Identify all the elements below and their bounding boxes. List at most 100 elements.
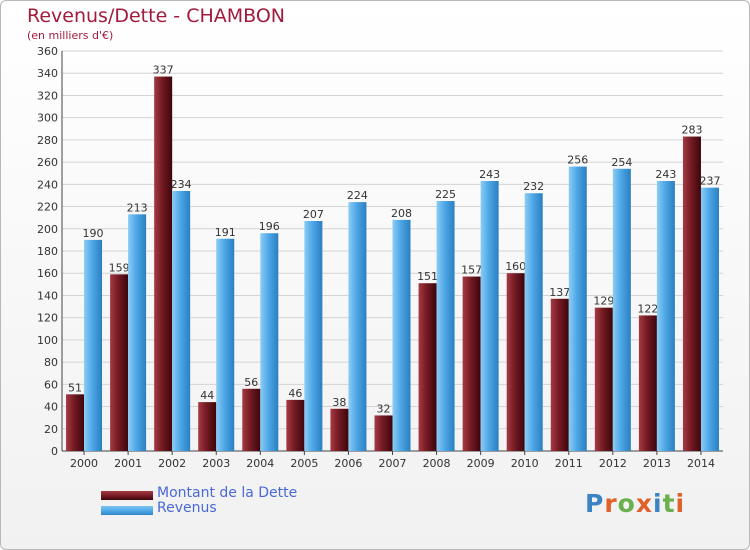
bar-revenue-2014 (700, 187, 719, 451)
proxiti-logo: Proxiti (585, 489, 686, 518)
x-tick-label: 2012 (599, 457, 627, 470)
y-tick-label: 360 (37, 45, 58, 58)
data-label-debt-2014: 283 (681, 124, 702, 137)
bar-debt-2006 (330, 408, 349, 451)
data-label-debt-2005: 46 (288, 387, 302, 400)
x-tick-label: 2005 (290, 457, 318, 470)
bar-revenue-2001 (128, 214, 147, 451)
x-tick-label: 2004 (246, 457, 274, 470)
bar-revenue-2007 (392, 219, 411, 451)
legend-swatch-revenus (101, 506, 153, 515)
data-label-debt-2002: 337 (153, 64, 174, 77)
bar-revenue-2006 (348, 202, 367, 451)
bar-debt-2000 (66, 394, 85, 451)
data-label-debt-2004: 56 (244, 376, 258, 389)
x-tick-label: 2009 (467, 457, 495, 470)
data-label-debt-2007: 32 (377, 402, 391, 415)
bar-debt-2010 (506, 273, 525, 451)
chart-title: Revenus/Dette - CHAMBON (27, 5, 286, 27)
x-tick-label: 2006 (334, 457, 362, 470)
x-tick-label: 2007 (379, 457, 407, 470)
data-label-revenue-2004: 196 (259, 220, 280, 233)
y-tick-label: 200 (37, 223, 58, 236)
x-tick-label: 2011 (555, 457, 583, 470)
data-label-revenue-2008: 225 (435, 188, 456, 201)
y-tick-label: 300 (37, 112, 58, 125)
bar-debt-2007 (374, 415, 393, 451)
y-tick-label: 280 (37, 134, 58, 147)
legend-label-revenus: Revenus (157, 500, 217, 516)
bar-revenue-2012 (612, 168, 631, 451)
x-tick-label: 2002 (158, 457, 186, 470)
y-tick-label: 160 (37, 267, 58, 280)
bar-debt-2013 (638, 315, 657, 451)
data-label-debt-2006: 38 (332, 396, 346, 409)
bar-revenue-2002 (172, 191, 191, 451)
x-tick-label: 2000 (70, 457, 98, 470)
y-tick-label: 320 (37, 89, 58, 102)
y-tick-label: 140 (37, 289, 58, 302)
bar-revenue-2009 (480, 181, 499, 451)
bar-revenue-2004 (260, 233, 279, 451)
bar-debt-2001 (110, 274, 129, 451)
y-tick-label: 60 (44, 378, 58, 391)
y-tick-label: 220 (37, 201, 58, 214)
bar-revenue-2010 (524, 193, 543, 451)
legend-label-dette: Montant de la Dette (157, 485, 298, 501)
x-tick-label: 2008 (423, 457, 451, 470)
y-tick-label: 120 (37, 312, 58, 325)
x-tick-label: 2014 (687, 457, 715, 470)
x-tick-label: 2003 (202, 457, 230, 470)
data-label-revenue-2011: 256 (567, 154, 588, 167)
data-label-debt-2003: 44 (200, 389, 214, 402)
y-tick-label: 40 (44, 401, 58, 414)
data-label-debt-2012: 129 (593, 295, 614, 308)
data-label-debt-2013: 122 (637, 302, 658, 315)
data-label-revenue-2006: 224 (347, 189, 368, 202)
bar-debt-2002 (154, 76, 173, 452)
y-tick-label: 180 (37, 245, 58, 258)
y-tick-label: 0 (51, 445, 58, 458)
data-label-revenue-2002: 234 (171, 178, 192, 191)
y-tick-label: 80 (44, 356, 58, 369)
data-label-debt-2008: 151 (417, 270, 438, 283)
data-label-debt-2001: 159 (109, 261, 130, 274)
data-label-revenue-2003: 191 (215, 226, 236, 239)
bar-revenue-2005 (304, 221, 323, 451)
bar-debt-2009 (462, 276, 481, 451)
data-label-revenue-2005: 207 (303, 208, 324, 221)
bar-debt-2008 (418, 283, 437, 451)
bar-revenue-2000 (84, 239, 103, 451)
bar-debt-2004 (242, 388, 261, 451)
data-label-revenue-2009: 243 (479, 168, 500, 181)
data-label-debt-2000: 51 (68, 381, 82, 394)
bar-debt-2012 (594, 307, 613, 451)
chart-subtitle: (en milliers d'€) (27, 29, 114, 42)
bar-debt-2005 (286, 399, 305, 451)
bar-revenue-2011 (568, 166, 587, 452)
bar-revenue-2003 (216, 238, 235, 451)
x-tick-label: 2001 (114, 457, 142, 470)
bar-revenue-2008 (436, 201, 455, 451)
y-tick-label: 100 (37, 334, 58, 347)
y-tick-label: 340 (37, 67, 58, 80)
data-label-revenue-2000: 190 (83, 227, 104, 240)
bar-debt-2014 (682, 136, 701, 452)
data-label-revenue-2013: 243 (655, 168, 676, 181)
data-label-revenue-2012: 254 (611, 156, 632, 169)
legend-swatch-dette (101, 491, 153, 500)
y-tick-label: 260 (37, 156, 58, 169)
data-label-revenue-2014: 237 (699, 175, 720, 188)
x-tick-label: 2010 (511, 457, 539, 470)
data-label-revenue-2010: 232 (523, 180, 544, 193)
data-label-debt-2011: 137 (549, 286, 570, 299)
bar-debt-2011 (550, 298, 569, 451)
data-label-debt-2009: 157 (461, 264, 482, 277)
data-label-debt-2010: 160 (505, 260, 526, 273)
y-tick-label: 20 (44, 423, 58, 436)
x-tick-label: 2013 (643, 457, 671, 470)
y-tick-label: 240 (37, 178, 58, 191)
data-label-revenue-2007: 208 (391, 207, 412, 220)
